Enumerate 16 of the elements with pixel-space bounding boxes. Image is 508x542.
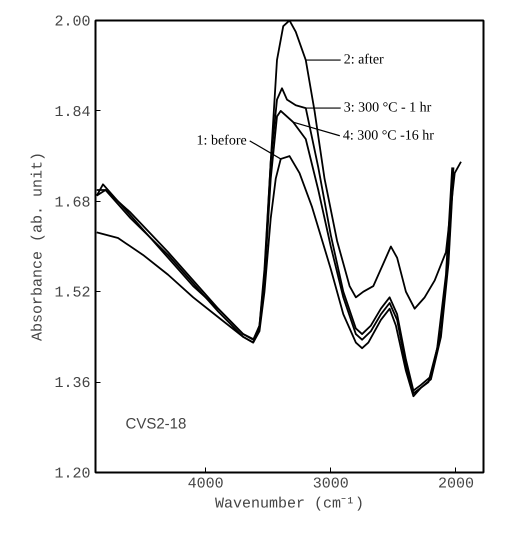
y-tick-label: 1.20 [54,466,91,482]
y-tick-label: 1.52 [54,284,91,302]
x-tick-label: 4000 [188,476,224,492]
y-tick-label: 2.00 [54,14,91,30]
x-tick-label: 3000 [312,476,349,492]
y-tick-label: 1.84 [54,104,91,121]
y-tick-label: 1.68 [54,194,91,212]
y-tick-label: 1.36 [54,375,91,392]
legend-label: 4: 300 °C -16 hr [342,128,434,144]
legend-label: 3: 300 °C - 1 hr [344,100,432,116]
y-axis-title: Absorbance (ab. unit) [29,152,46,342]
x-tick-label: 2000 [438,476,474,492]
x-axis-title: Wavenumber (cm⁻¹) [214,496,364,512]
annotation: CVS2-18 [126,416,186,432]
text: 1: before [196,133,247,148]
legend-label: 2: after [344,52,384,68]
